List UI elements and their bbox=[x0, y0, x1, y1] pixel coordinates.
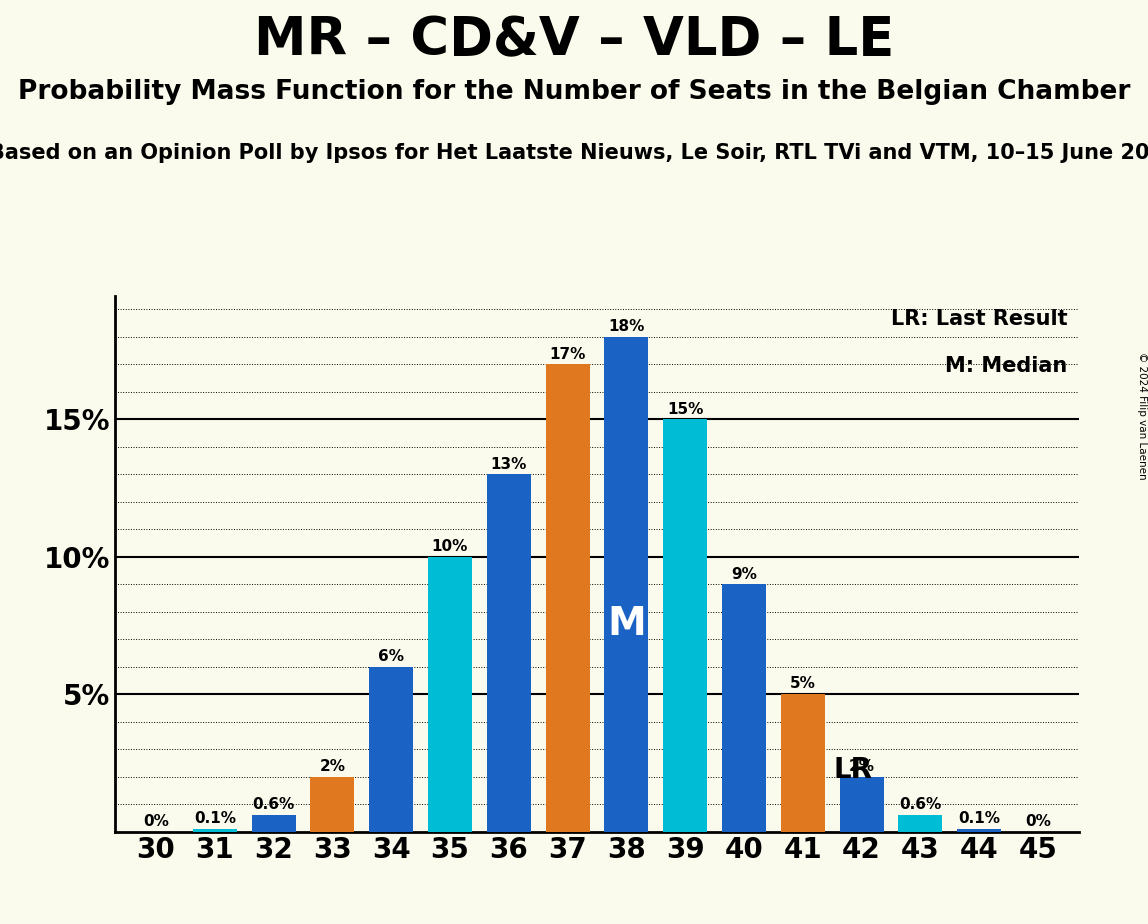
Text: M: M bbox=[607, 605, 645, 643]
Text: LR: LR bbox=[833, 756, 872, 784]
Text: 0.1%: 0.1% bbox=[959, 811, 1000, 826]
Text: 0.6%: 0.6% bbox=[253, 797, 295, 812]
Bar bbox=[722, 584, 766, 832]
Bar bbox=[487, 474, 530, 832]
Bar bbox=[428, 557, 472, 832]
Text: 0%: 0% bbox=[1025, 814, 1050, 829]
Text: M: Median: M: Median bbox=[945, 356, 1068, 376]
Text: Probability Mass Function for the Number of Seats in the Belgian Chamber: Probability Mass Function for the Number… bbox=[18, 79, 1130, 104]
Text: 0%: 0% bbox=[144, 814, 169, 829]
Text: 5%: 5% bbox=[790, 676, 816, 691]
Bar bbox=[957, 829, 1001, 832]
Text: Based on an Opinion Poll by Ipsos for Het Laatste Nieuws, Le Soir, RTL TVi and V: Based on an Opinion Poll by Ipsos for He… bbox=[0, 143, 1148, 164]
Bar bbox=[898, 815, 943, 832]
Text: 17%: 17% bbox=[550, 346, 585, 361]
Text: 18%: 18% bbox=[608, 319, 644, 334]
Text: 2%: 2% bbox=[848, 759, 875, 774]
Bar bbox=[604, 337, 649, 832]
Bar bbox=[839, 777, 884, 832]
Bar bbox=[545, 364, 590, 832]
Bar bbox=[193, 829, 236, 832]
Text: 9%: 9% bbox=[731, 566, 757, 581]
Text: 0.6%: 0.6% bbox=[899, 797, 941, 812]
Text: 0.1%: 0.1% bbox=[194, 811, 235, 826]
Bar bbox=[310, 777, 355, 832]
Text: 10%: 10% bbox=[432, 539, 468, 554]
Text: 13%: 13% bbox=[490, 456, 527, 471]
Text: 2%: 2% bbox=[319, 759, 346, 774]
Bar bbox=[251, 815, 296, 832]
Bar bbox=[370, 667, 413, 832]
Text: MR – CD&V – VLD – LE: MR – CD&V – VLD – LE bbox=[254, 14, 894, 66]
Text: LR: Last Result: LR: Last Result bbox=[891, 310, 1068, 330]
Bar bbox=[781, 694, 824, 832]
Text: 15%: 15% bbox=[667, 402, 704, 417]
Text: © 2024 Filip van Laenen: © 2024 Filip van Laenen bbox=[1138, 352, 1147, 480]
Bar bbox=[664, 419, 707, 832]
Text: 6%: 6% bbox=[378, 649, 404, 664]
